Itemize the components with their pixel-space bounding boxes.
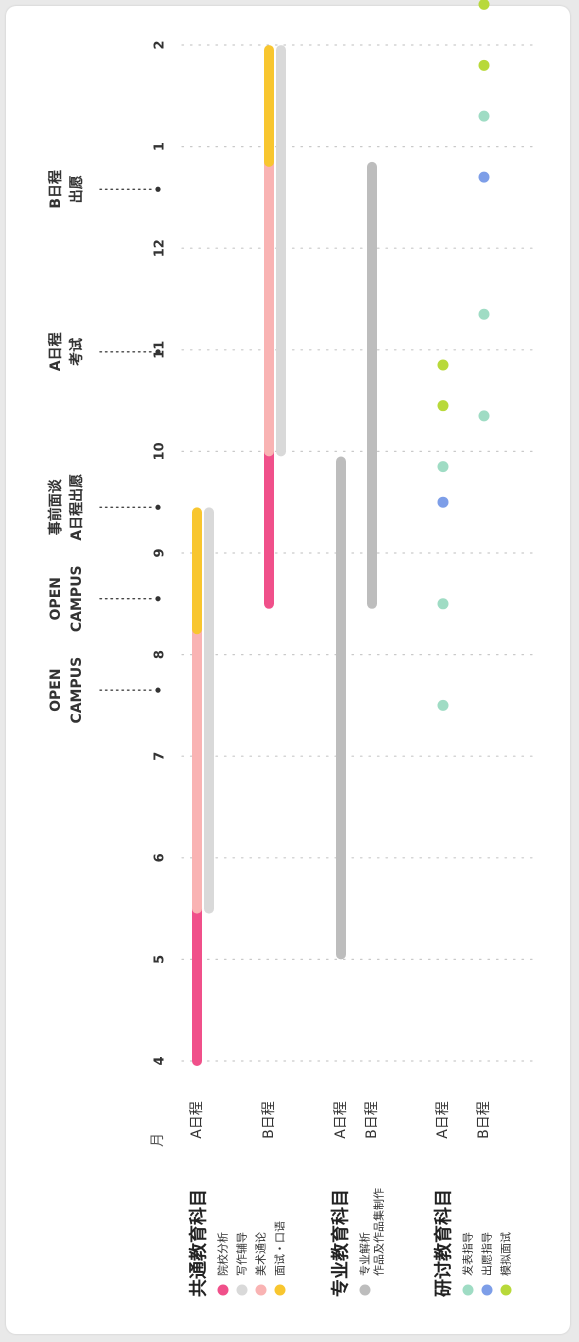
session-dot	[478, 110, 490, 122]
session-dot	[437, 359, 449, 371]
legend-swatch	[274, 1284, 286, 1296]
session-dot	[437, 699, 449, 711]
session-dot	[478, 0, 490, 10]
milestone-label-line1: OPEN	[48, 577, 64, 620]
month-tick-label: 7	[153, 752, 168, 761]
month-tick-label: 5	[153, 955, 168, 964]
milestone-label-line2: 出愿	[68, 175, 85, 203]
month-axis-label: 月	[150, 1133, 166, 1147]
legend-label: 专业解析	[358, 1232, 372, 1276]
milestone-dot	[155, 504, 161, 510]
milestone-dot	[155, 186, 161, 192]
milestone-dot	[155, 687, 161, 693]
month-tick-label: 1	[153, 142, 168, 151]
group-title: 专业教育科目	[330, 1189, 352, 1297]
month-tick-label: 4	[153, 1056, 168, 1065]
month-tick-label: 12	[153, 239, 168, 257]
legend-label: 写作辅导	[235, 1232, 249, 1276]
track-label: A日程	[333, 1101, 349, 1139]
month-tick-label: 10	[153, 442, 168, 460]
session-dot	[478, 410, 490, 422]
legend-label: 院校分析	[216, 1232, 230, 1276]
milestone-label-line1: A日程	[48, 332, 64, 371]
legend-swatch	[236, 1284, 248, 1296]
month-tick-label: 11	[153, 341, 168, 359]
legend-swatch	[217, 1284, 229, 1296]
legend-label: 出愿指导	[480, 1232, 494, 1276]
session-dot	[437, 496, 449, 508]
track-label: B日程	[476, 1101, 492, 1139]
milestone-label-line1: B日程	[48, 170, 64, 209]
legend-label: 面试・口语	[274, 1221, 287, 1276]
track-label: A日程	[435, 1101, 451, 1139]
session-dot	[478, 59, 490, 71]
milestone-label-line2: CAMPUS	[69, 657, 85, 724]
legend-label: 作品及作品集制作	[372, 1188, 386, 1276]
legend-swatch	[255, 1284, 267, 1296]
group-title: 共通教育科目	[188, 1189, 210, 1297]
session-dot	[478, 171, 490, 183]
milestone-dot	[155, 349, 161, 355]
session-dot	[478, 308, 490, 320]
session-dot	[437, 598, 449, 610]
session-dot	[437, 400, 449, 412]
milestone-label-line1: 事前面谈	[47, 478, 64, 535]
milestone-label-line1: OPEN	[48, 668, 64, 711]
month-tick-label: 2	[153, 40, 168, 49]
legend-label: 模拟面试	[499, 1232, 513, 1276]
legend-label: 美术通论	[254, 1232, 268, 1276]
session-dot	[437, 461, 449, 473]
milestone-label-line2: A日程出愿	[68, 474, 85, 541]
milestone-label-line2: CAMPUS	[69, 565, 85, 632]
milestone-label-line2: 考试	[68, 338, 85, 366]
legend-label: 发表指导	[461, 1232, 475, 1276]
track-label: A日程	[189, 1101, 205, 1139]
legend-swatch	[481, 1284, 493, 1296]
group-title: 研讨教育科目	[433, 1189, 455, 1297]
month-tick-label: 9	[153, 548, 168, 557]
milestone-dot	[155, 596, 161, 602]
track-label: B日程	[261, 1101, 277, 1139]
legend-swatch	[462, 1284, 474, 1296]
track-label: B日程	[364, 1101, 380, 1139]
month-tick-label: 8	[153, 650, 168, 659]
legend-swatch	[359, 1284, 371, 1296]
month-tick-label: 6	[153, 853, 168, 862]
legend-swatch	[500, 1284, 512, 1296]
chart-card	[6, 6, 570, 1334]
